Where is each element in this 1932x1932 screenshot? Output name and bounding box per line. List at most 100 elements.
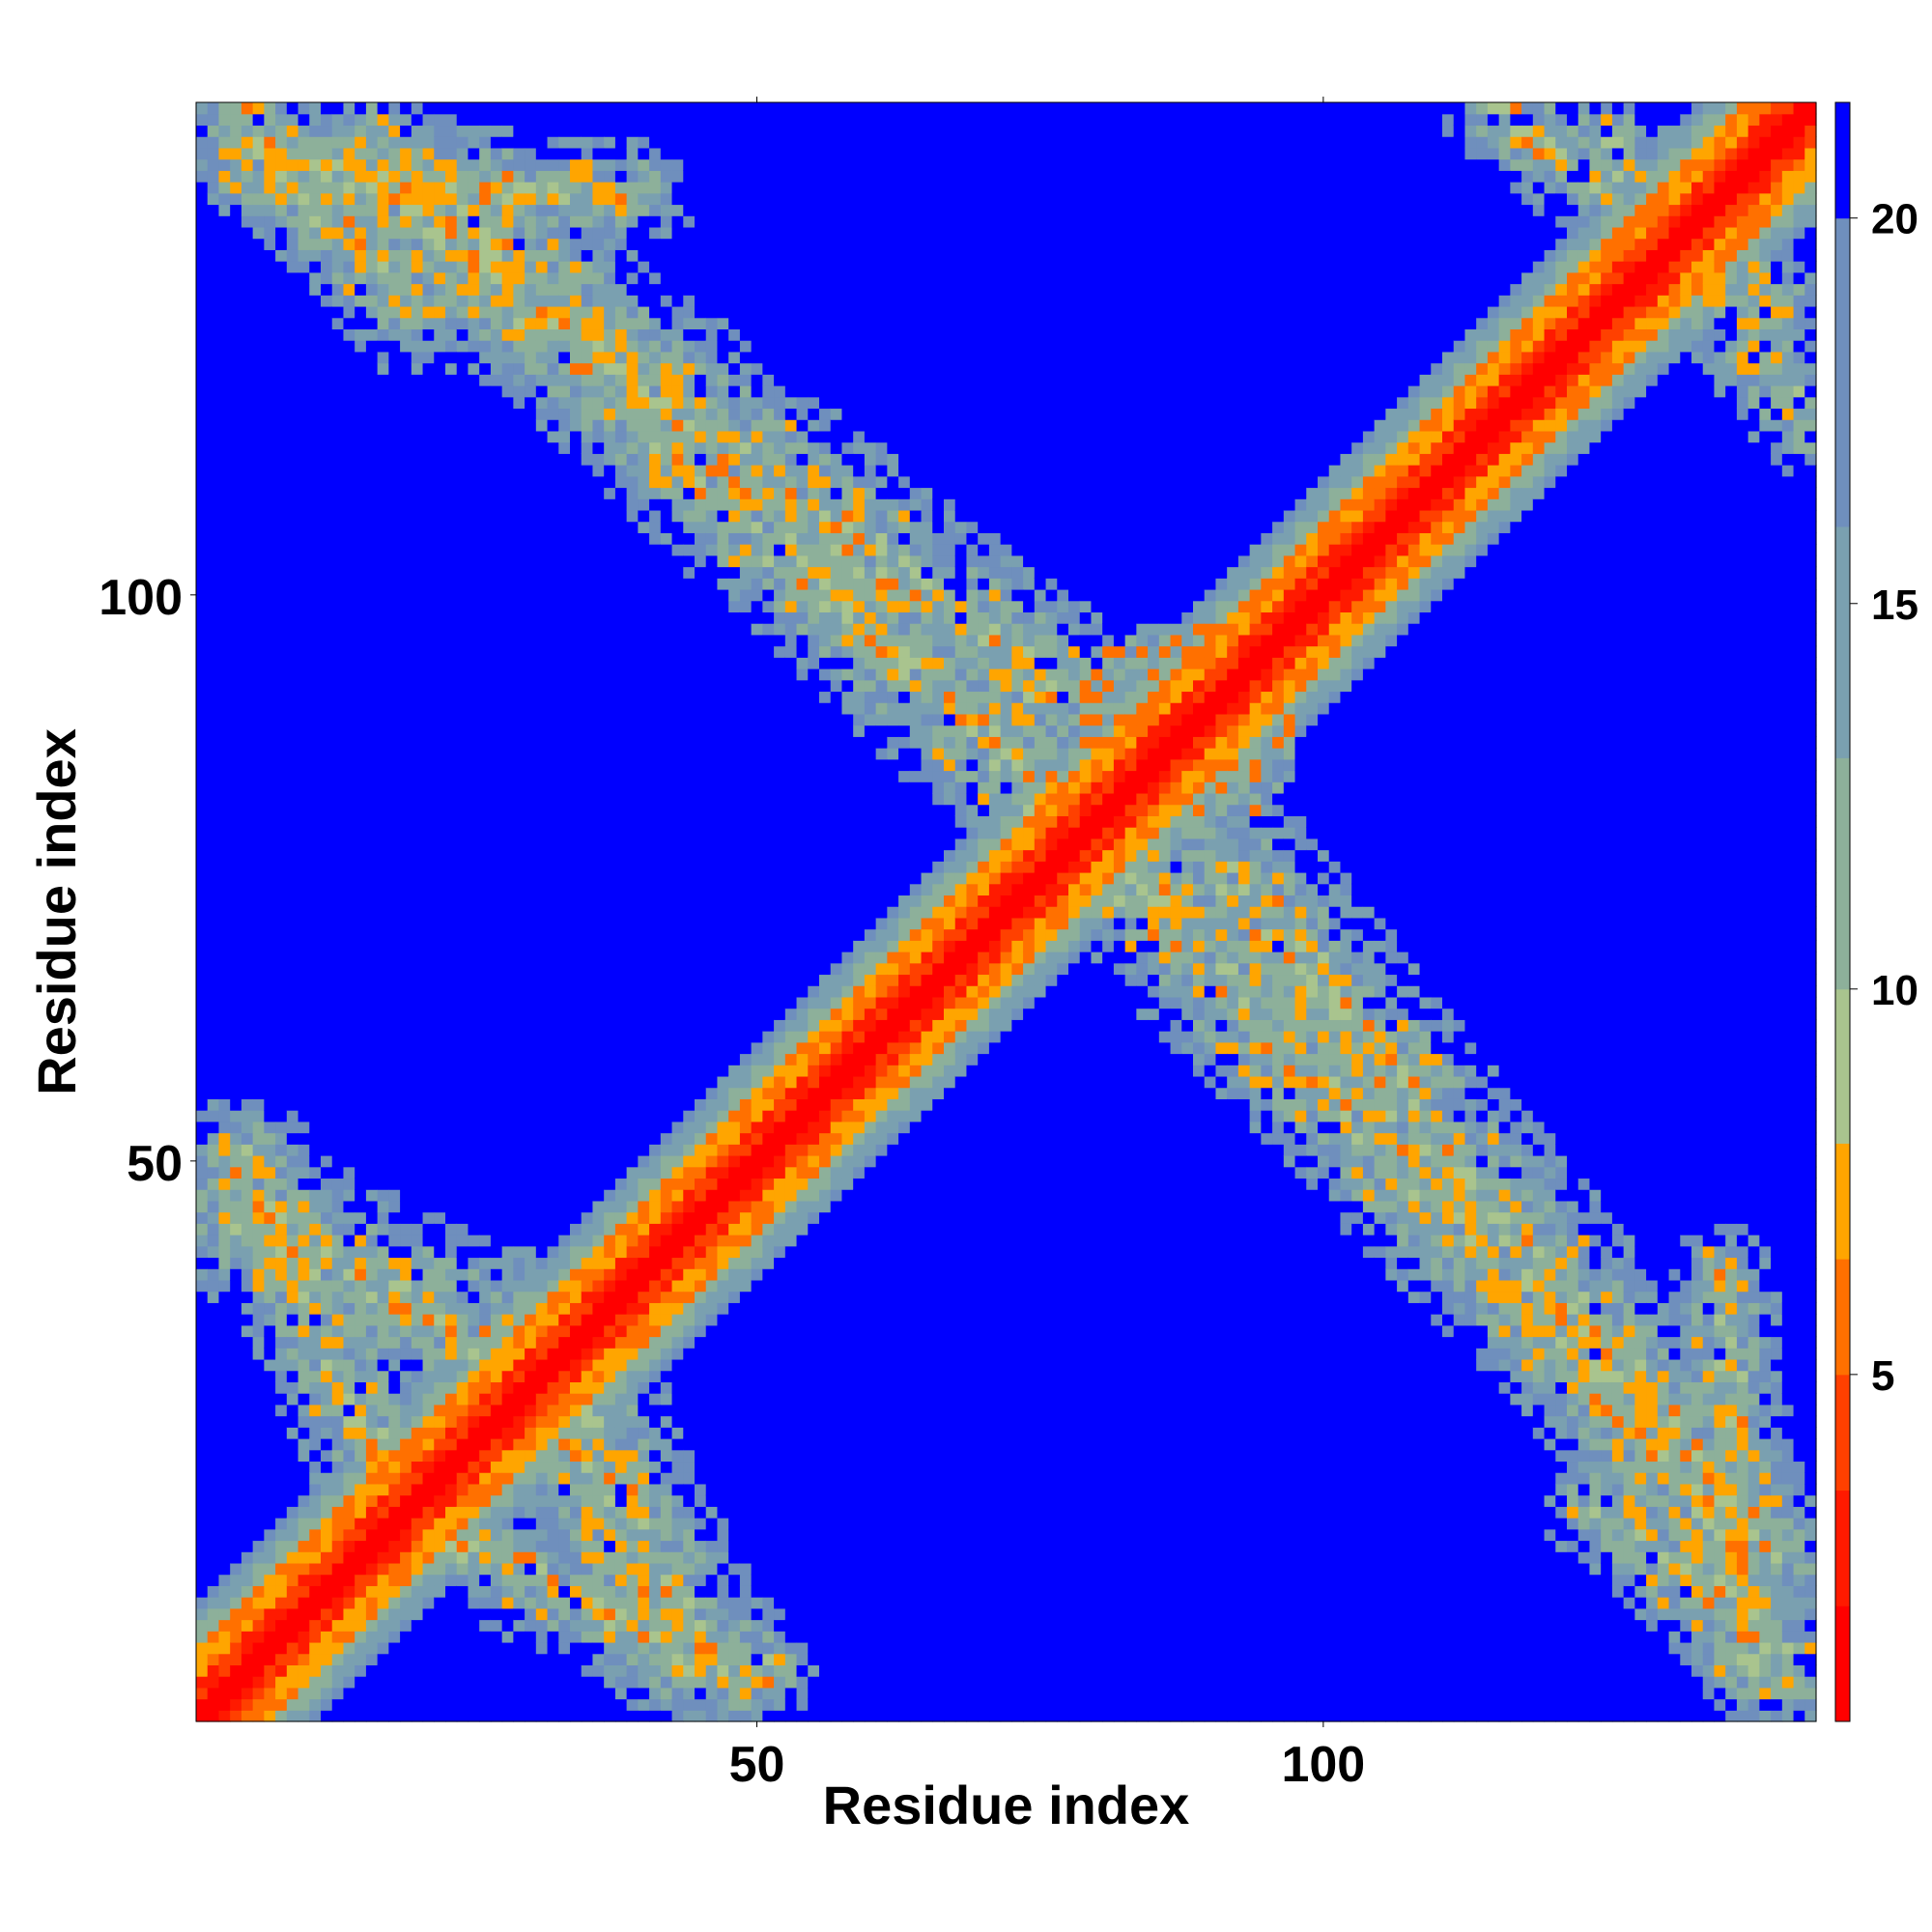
heatmap-cell: [490, 691, 503, 703]
heatmap-cell: [355, 1031, 367, 1043]
heatmap-cell: [570, 1223, 582, 1236]
heatmap-cell: [241, 249, 254, 262]
heatmap-cell: [434, 498, 446, 511]
heatmap-cell: [411, 1302, 424, 1315]
heatmap-cell: [501, 952, 514, 964]
heatmap-cell: [365, 748, 379, 760]
heatmap-cell: [525, 588, 537, 602]
heatmap-cell: [207, 1279, 220, 1293]
heatmap-cell: [275, 1132, 288, 1145]
heatmap-cell: [331, 940, 345, 952]
heatmap-cell: [377, 792, 389, 806]
heatmap-cell: [298, 1437, 310, 1451]
heatmap-cell: [365, 928, 379, 941]
heatmap-cell: [275, 1483, 288, 1496]
heatmap-cell: [264, 1200, 276, 1213]
heatmap-cell: [196, 962, 209, 976]
heatmap-cell: [434, 249, 446, 262]
heatmap-cell: [343, 1075, 355, 1089]
heatmap-cell: [479, 1437, 492, 1451]
heatmap-cell: [479, 634, 492, 647]
heatmap-cell: [490, 1121, 503, 1134]
heatmap-cell: [377, 611, 389, 624]
heatmap-cell: [570, 226, 582, 240]
heatmap-cell: [479, 1483, 492, 1496]
heatmap-cell: [479, 588, 492, 602]
heatmap-cell: [400, 1154, 412, 1168]
heatmap-cell: [286, 952, 299, 964]
heatmap-cell: [445, 917, 458, 930]
heatmap-cell: [230, 1381, 242, 1394]
heatmap-cell: [525, 792, 537, 806]
heatmap-cell: [411, 1710, 424, 1722]
heatmap-cell: [445, 1585, 458, 1598]
heatmap-cell: [252, 1698, 265, 1711]
heatmap-cell: [321, 962, 333, 976]
heatmap-cell: [468, 679, 480, 693]
heatmap-cell: [388, 1393, 401, 1406]
heatmap-cell: [355, 305, 367, 319]
heatmap-cell: [230, 1098, 242, 1111]
heatmap-cell: [275, 113, 288, 127]
heatmap-cell: [558, 645, 571, 658]
heatmap-cell: [275, 1710, 288, 1722]
heatmap-cell: [445, 340, 458, 353]
heatmap-cell: [275, 1031, 288, 1043]
heatmap-cell: [298, 1540, 310, 1552]
heatmap-cell: [355, 724, 367, 737]
heatmap-cell: [558, 861, 571, 873]
heatmap-cell: [468, 521, 480, 533]
heatmap-cell: [547, 871, 559, 885]
heatmap-cell: [547, 758, 559, 772]
heatmap-cell: [479, 1506, 492, 1519]
heatmap-cell: [570, 634, 582, 647]
heatmap-cell: [298, 441, 310, 454]
heatmap-cell: [445, 1189, 458, 1202]
heatmap-cell: [445, 158, 458, 171]
heatmap-cell: [309, 1279, 322, 1293]
heatmap-cell: [343, 487, 355, 499]
heatmap-cell: [422, 1653, 435, 1665]
heatmap-cell: [490, 1664, 503, 1677]
heatmap-cell: [445, 1178, 458, 1190]
heatmap-cell: [479, 204, 492, 216]
heatmap-cell: [241, 465, 254, 477]
heatmap-cell: [456, 1166, 469, 1179]
heatmap-cell: [501, 1144, 514, 1156]
heatmap-cell: [298, 1518, 310, 1530]
heatmap-cell: [525, 1314, 537, 1326]
heatmap-cell: [343, 1211, 355, 1224]
heatmap-cell: [513, 1415, 526, 1428]
heatmap-cell: [581, 498, 594, 511]
heatmap-cell: [196, 861, 209, 873]
heatmap-cell: [558, 611, 571, 624]
heatmap-cell: [400, 1607, 412, 1621]
heatmap-cell: [400, 1506, 412, 1519]
heatmap-cell: [264, 554, 276, 568]
heatmap-cell: [241, 1302, 254, 1315]
heatmap-cell: [365, 408, 379, 420]
heatmap-cell: [479, 328, 492, 341]
heatmap-cell: [196, 634, 209, 647]
heatmap-cell: [422, 1631, 435, 1643]
heatmap-cell: [501, 1607, 514, 1621]
heatmap-cell: [207, 1291, 220, 1303]
heatmap-cell: [547, 1098, 559, 1111]
heatmap-cell: [525, 962, 537, 976]
heatmap-cell: [513, 1189, 526, 1202]
heatmap-cell: [558, 1494, 571, 1507]
heatmap-cell: [355, 532, 367, 545]
heatmap-cell: [241, 1087, 254, 1099]
heatmap-cell: [445, 125, 458, 137]
heatmap-cell: [365, 351, 379, 364]
heatmap-cell: [343, 736, 355, 749]
heatmap-cell: [241, 192, 254, 206]
heatmap-cell: [434, 702, 446, 715]
heatmap-cell: [456, 940, 469, 952]
heatmap-cell: [479, 781, 492, 794]
heatmap-cell: [501, 1585, 514, 1598]
heatmap-cell: [456, 396, 469, 410]
heatmap-cell: [218, 204, 231, 216]
heatmap-cell: [343, 623, 355, 636]
heatmap-cell: [400, 634, 412, 647]
